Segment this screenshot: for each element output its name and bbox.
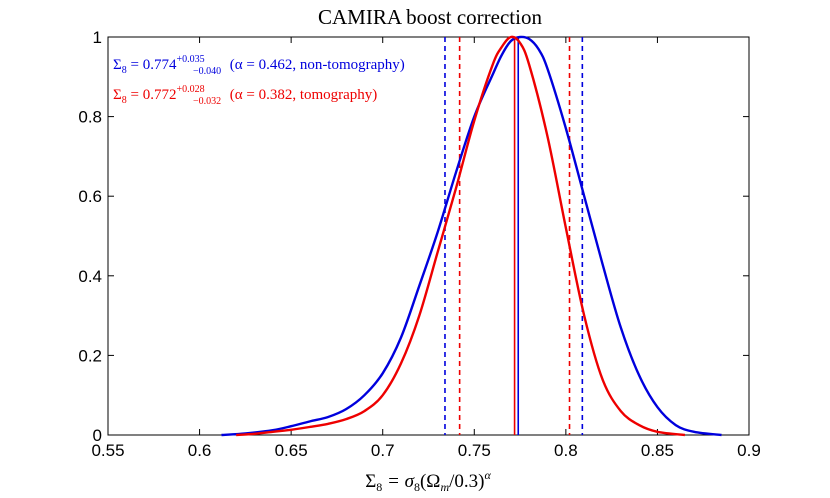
legend-entry-non-tomography: Σ8 = 0.774+0.035 −0.040 (α = 0.462, non-t… [113, 54, 405, 77]
y-tick-label: 0.4 [78, 267, 102, 286]
y-tick-label: 0.6 [78, 187, 102, 206]
xlabel-rest: /0.3) [449, 471, 484, 492]
x-tick-label: 0.55 [91, 441, 124, 460]
y-tick-label: 0 [93, 426, 102, 445]
xlabel-alpha-sup: α [484, 468, 491, 482]
interval-lines [444, 37, 584, 435]
legend: Σ8 = 0.774+0.035 −0.040 (α = 0.462, non-t… [113, 54, 405, 107]
series-tomography-curve [236, 35, 686, 437]
legend-symbol-sub: 8 [122, 95, 127, 106]
legend-tail: (α = 0.382, tomography) [226, 87, 377, 103]
series-non-tomography-curve [221, 35, 722, 437]
xlabel-sigma: Σ [365, 471, 376, 492]
y-tick-label: 1 [93, 28, 102, 47]
x-tick-label: 0.65 [275, 441, 308, 460]
legend-symbol-sub: 8 [122, 65, 127, 76]
legend-value: = 0.774 [127, 57, 177, 73]
plot-frame [107, 36, 750, 436]
xlabel-eq: = σ [382, 471, 414, 492]
legend-minus-error: −0.032 [193, 96, 221, 107]
y-tick-label: 0.8 [78, 108, 102, 127]
xlabel-sigma-sub: 8 [376, 480, 382, 494]
xlabel-omega: (Ω [420, 471, 440, 492]
axis-ticks: 0.55 0.6 0.65 0.7 0.75 0.8 0.85 0.9 0 0.2 0.4 0.6 0.… [78, 28, 760, 460]
legend-plus-error: +0.035 [176, 54, 204, 65]
xlabel-omega-sub: m [440, 480, 449, 494]
legend-entry-tomography: Σ8 = 0.772+0.028 −0.032 (α = 0.382, tomog… [113, 84, 377, 107]
density-curves [221, 35, 722, 437]
x-tick-label: 0.85 [641, 441, 674, 460]
x-tick-label: 0.75 [458, 441, 491, 460]
legend-tail: (α = 0.462, non-tomography) [226, 57, 405, 73]
legend-minus-error: −0.040 [193, 66, 221, 77]
x-tick-label: 0.9 [737, 441, 761, 460]
x-tick-label: 0.6 [188, 441, 212, 460]
x-tick-label: 0.7 [371, 441, 395, 460]
legend-symbol: Σ [113, 57, 122, 73]
xlabel-sigma8-sub: 8 [414, 480, 420, 494]
chart-title: CAMIRA boost correction [318, 5, 542, 29]
legend-plus-error: +0.028 [176, 84, 204, 95]
y-tick-label: 0.2 [78, 346, 102, 365]
x-axis-label: Σ8 = σ8(Ωm/0.3)α [365, 468, 491, 494]
x-tick-label: 0.8 [554, 441, 578, 460]
legend-value: = 0.772 [127, 87, 177, 103]
legend-symbol: Σ [113, 87, 122, 103]
